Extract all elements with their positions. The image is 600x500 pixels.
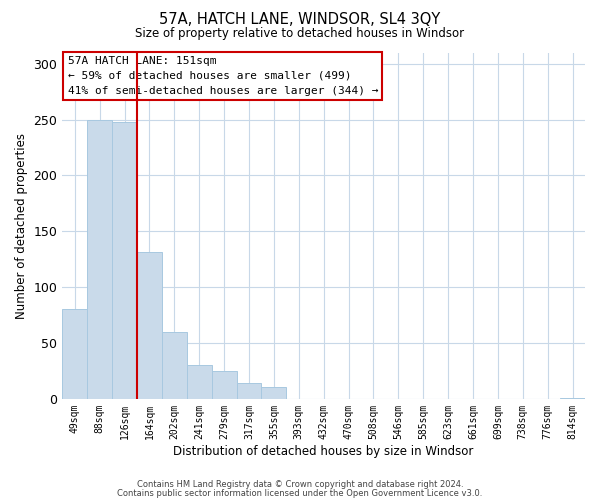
X-axis label: Distribution of detached houses by size in Windsor: Distribution of detached houses by size … [173,444,474,458]
Y-axis label: Number of detached properties: Number of detached properties [15,132,28,318]
Bar [162,332,187,399]
Bar [112,122,137,399]
Text: Contains HM Land Registry data © Crown copyright and database right 2024.: Contains HM Land Registry data © Crown c… [137,480,463,489]
Text: Size of property relative to detached houses in Windsor: Size of property relative to detached ho… [136,28,464,40]
Bar [212,371,236,399]
Bar [236,383,262,399]
Text: Contains public sector information licensed under the Open Government Licence v3: Contains public sector information licen… [118,489,482,498]
Text: 57A HATCH LANE: 151sqm
← 59% of detached houses are smaller (499)
41% of semi-de: 57A HATCH LANE: 151sqm ← 59% of detached… [68,56,378,96]
Bar [137,252,162,399]
Bar [87,120,112,399]
Text: 57A, HATCH LANE, WINDSOR, SL4 3QY: 57A, HATCH LANE, WINDSOR, SL4 3QY [160,12,440,28]
Bar [62,310,87,399]
Bar [187,366,212,399]
Bar [560,398,585,399]
Bar [262,386,286,399]
